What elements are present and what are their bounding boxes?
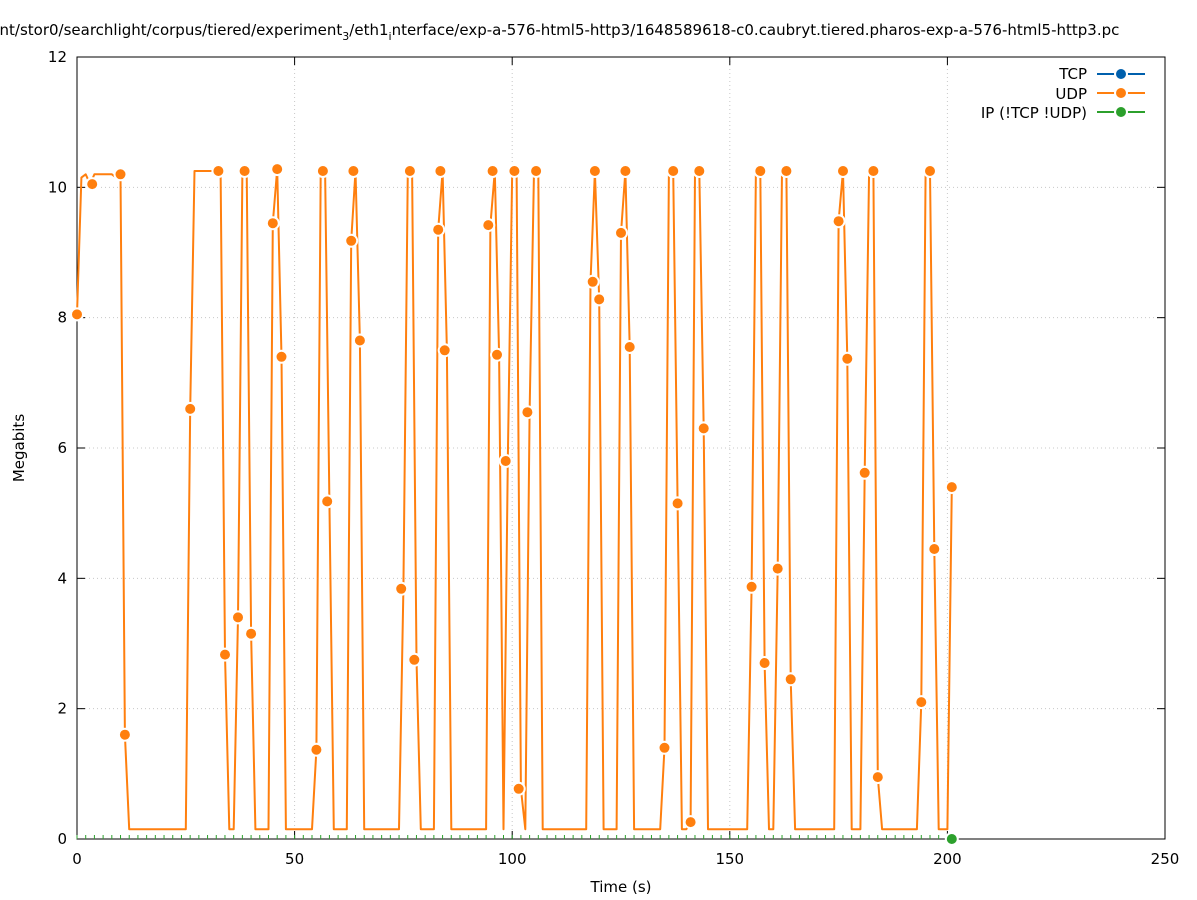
udp-point (507, 164, 522, 178)
udp-point (511, 781, 526, 796)
udp-point (779, 164, 794, 178)
y-tick-label: 0 (57, 830, 67, 848)
x-tick-label: 200 (933, 850, 962, 868)
y-tick-label: 12 (48, 48, 67, 66)
legend-marker-udp (1114, 86, 1128, 100)
udp-point (696, 421, 711, 436)
udp-point (85, 177, 100, 192)
y-tick-label: 4 (57, 569, 67, 587)
udp-point (592, 292, 607, 307)
x-tick-label: 150 (715, 850, 744, 868)
udp-point (831, 214, 846, 229)
udp-point (117, 727, 132, 742)
udp-point (870, 770, 885, 785)
udp-point (346, 164, 361, 178)
legend-label-ip: IP (!TCP !UDP) (981, 104, 1087, 122)
udp-series (70, 162, 959, 831)
udp-point (320, 494, 335, 509)
chart-title: nnt/stor0/searchlight/corpus/tiered/expe… (0, 21, 1119, 43)
udp-point (585, 274, 600, 289)
udp-line (76, 168, 953, 831)
y-axis-title: Megabits (10, 414, 28, 482)
udp-point (315, 164, 330, 178)
udp-point (927, 542, 942, 556)
y-tick-label: 6 (57, 439, 67, 457)
udp-point (352, 333, 367, 348)
udp-point (265, 216, 280, 231)
udp-point (498, 454, 513, 468)
udp-point (670, 496, 685, 511)
udp-point (666, 164, 681, 178)
udp-point (70, 307, 84, 322)
udp-point (437, 343, 452, 358)
udp-point (944, 480, 959, 495)
udp-point (407, 652, 422, 667)
x-tick-label: 0 (72, 850, 82, 868)
udp-point (394, 581, 409, 596)
x-axis-title: Time (s) (590, 878, 652, 896)
udp-point (218, 647, 232, 662)
udp-point (344, 233, 359, 248)
udp-point (840, 351, 855, 366)
udp-point (783, 672, 798, 687)
y-tick-label: 2 (57, 700, 67, 718)
udp-point (622, 340, 637, 354)
udp-point (757, 656, 772, 670)
udp-point (270, 162, 285, 177)
udp-point (490, 347, 504, 362)
udp-point (836, 164, 850, 178)
udp-point (614, 225, 628, 240)
udp-point (237, 164, 252, 178)
udp-point (857, 465, 872, 480)
plot-frame (76, 56, 1166, 840)
y-tick-label: 10 (48, 178, 67, 196)
udp-point (529, 164, 544, 178)
udp-point (866, 164, 881, 178)
ip-series (76, 832, 959, 846)
legend-item-udp: UDP (1055, 85, 1145, 103)
udp-point (485, 164, 500, 178)
x-tick-label: 250 (1151, 850, 1180, 868)
udp-point (692, 164, 707, 178)
udp-point (744, 579, 759, 594)
x-tick-label: 50 (285, 850, 304, 868)
legend-item-ip: IP (!TCP !UDP) (981, 104, 1145, 122)
udp-point (657, 740, 672, 755)
udp-point (683, 815, 698, 830)
udp-point (481, 218, 496, 233)
legend-label-tcp: TCP (1058, 65, 1087, 83)
udp-point (587, 164, 602, 178)
udp-point (231, 610, 245, 625)
udp-point (309, 742, 324, 757)
udp-point (433, 164, 448, 178)
udp-point (520, 405, 535, 420)
udp-point (211, 164, 226, 178)
udp-point (914, 695, 929, 710)
udp-point (113, 167, 128, 182)
udp-point (923, 164, 937, 178)
udp-point (431, 222, 446, 237)
legend-marker-ip (1114, 105, 1128, 119)
y-tick-label: 8 (57, 309, 67, 327)
legend-marker-tcp (1114, 67, 1128, 81)
udp-point (402, 164, 417, 178)
legend-item-tcp: TCP (1058, 65, 1145, 83)
ip-point (944, 832, 959, 846)
udp-point (618, 164, 633, 178)
udp-point (244, 626, 259, 641)
legend: TCP UDP IP (!TCP !UDP) (981, 65, 1145, 122)
x-tick-label: 100 (498, 850, 527, 868)
udp-point (753, 164, 768, 178)
udp-point (274, 349, 289, 364)
tick-labels: 0 2 4 6 8 10 12 0 50 100 150 200 250 (48, 48, 1179, 868)
udp-point (770, 561, 785, 576)
legend-label-udp: UDP (1055, 85, 1087, 103)
udp-point (183, 401, 198, 416)
